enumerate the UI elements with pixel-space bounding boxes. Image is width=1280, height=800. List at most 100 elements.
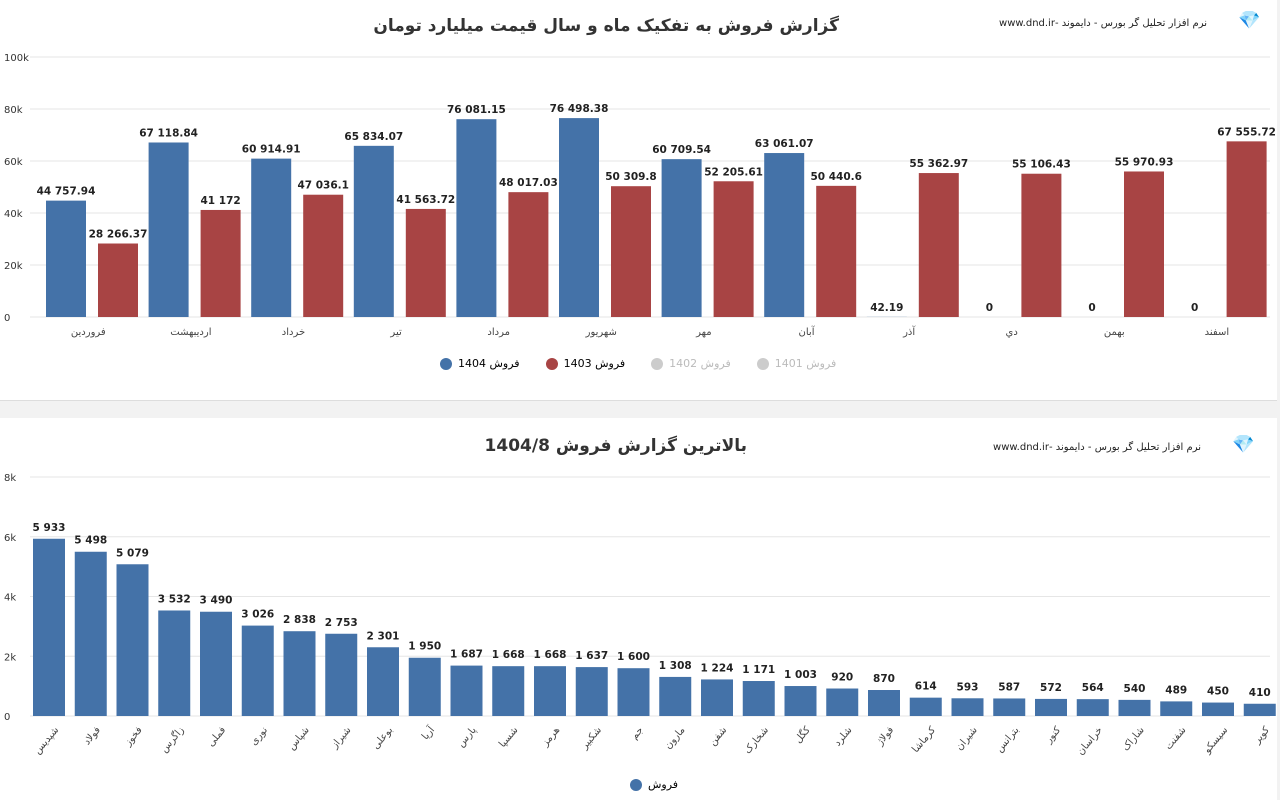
legend: فروش 1404 فروش 1403 فروش 1402 فروش 1401: [440, 357, 836, 370]
data-label: 48 017.03: [499, 177, 558, 189]
data-label: 1 003: [784, 669, 817, 681]
data-label: 410: [1249, 687, 1271, 699]
bar-1403: [1226, 141, 1267, 317]
legend-item-1403[interactable]: فروش 1403: [545, 357, 625, 370]
y-tick-label: 8k: [4, 473, 16, 484]
bar: [450, 665, 483, 716]
data-label: 1 668: [492, 649, 525, 661]
bar-1403: [1124, 171, 1164, 317]
bar-1403: [200, 209, 241, 317]
bar: [1118, 699, 1151, 716]
x-tick-label: دي: [1006, 327, 1018, 338]
bar: [617, 668, 650, 716]
data-label: 1 950: [408, 641, 441, 653]
bar: [241, 625, 274, 716]
legend-item-sales[interactable]: فروش: [630, 778, 678, 791]
bar: [909, 697, 942, 716]
x-tick-label: پارس: [456, 725, 479, 750]
x-tick-label: شسپا: [497, 725, 520, 750]
bar: [158, 610, 191, 716]
x-tick-label: جم: [629, 725, 646, 742]
x-tick-label: مرداد: [487, 327, 510, 338]
x-tick-label: شفن: [707, 725, 729, 748]
data-label: 614: [915, 681, 937, 693]
data-label: 63 061.07: [755, 138, 814, 150]
x-tick-label: بهمن: [1104, 327, 1125, 338]
y-tick-label: 100k: [4, 53, 29, 64]
bar: [325, 633, 358, 716]
data-label: 450: [1207, 686, 1229, 698]
bar: [1243, 703, 1276, 716]
data-label: 60 709.54: [652, 144, 711, 156]
x-tick-label: شپاس: [286, 725, 312, 752]
data-label: 47 036.1: [297, 180, 348, 192]
x-tick-label: شکبیر: [579, 725, 604, 752]
legend-dot: [440, 357, 452, 370]
legend-label: فروش 1402: [669, 357, 731, 370]
bar: [784, 686, 817, 716]
bar-1403: [303, 194, 344, 317]
data-label: 1 308: [659, 660, 692, 672]
x-tick-label: مارون: [663, 725, 688, 752]
data-label: 1 171: [742, 664, 775, 676]
data-label: 67 118.84: [139, 127, 198, 139]
y-tick-label: 0: [4, 313, 10, 324]
bar-1404: [251, 158, 292, 317]
data-label: 1 687: [450, 649, 483, 661]
data-label: 0: [1191, 302, 1198, 314]
x-tick-label: سیسکو: [1201, 725, 1230, 757]
y-tick-label: 2k: [4, 652, 16, 663]
bar-1404: [559, 118, 599, 317]
bar: [1076, 699, 1109, 716]
data-label: 41 172: [201, 195, 241, 207]
bar: [951, 698, 984, 716]
bar-1404: [148, 142, 189, 317]
x-tick-label: زاگرس: [158, 724, 187, 755]
data-label: 28 266.37: [89, 229, 148, 241]
legend-dot: [756, 357, 769, 370]
x-tick-label: اردیبهشت: [170, 327, 211, 338]
legend-item-1402[interactable]: فروش 1402: [651, 357, 731, 370]
data-label: 2 838: [283, 614, 316, 626]
bar: [74, 551, 107, 716]
legend-item-1401[interactable]: فروش 1401: [756, 357, 837, 370]
x-tick-label: آریا: [418, 723, 437, 743]
x-tick-label: نوری: [248, 725, 270, 748]
data-label: 0: [1088, 302, 1095, 314]
y-tick-label: 6k: [4, 533, 16, 544]
y-tick-label: 20k: [4, 261, 23, 272]
x-tick-label: هرمز: [539, 725, 562, 749]
bar: [1160, 701, 1193, 716]
data-label: 870: [873, 673, 895, 685]
data-label: 67 555.72: [1217, 126, 1276, 138]
bar: [283, 631, 316, 716]
x-tick-label: شاراک: [1120, 725, 1146, 754]
legend-dot: [651, 357, 664, 370]
x-tick-label: شپدیس: [32, 725, 61, 757]
data-label: 3 532: [158, 593, 191, 605]
bar: [116, 564, 149, 716]
legend-item-1404[interactable]: فروش 1404: [440, 357, 520, 370]
x-tick-label: آبان: [799, 325, 816, 338]
data-label: 920: [831, 672, 853, 684]
brand-text: نرم افزار تحلیل گر بورس - دایموند -www.d…: [993, 442, 1201, 453]
x-tick-label: شفنت: [1163, 725, 1188, 752]
bar: [200, 611, 232, 716]
bar: [534, 666, 566, 716]
x-tick-label: شیران: [954, 725, 980, 753]
bar-1403: [918, 173, 959, 317]
legend-label: فروش: [648, 778, 679, 791]
data-label: 50 440.6: [810, 171, 861, 183]
bar-1403: [508, 192, 549, 317]
bar-1403: [1021, 173, 1062, 317]
bar-1403: [611, 186, 651, 317]
bar-1403: [405, 208, 446, 317]
data-label: 593: [957, 681, 979, 693]
data-label: 55 970.93: [1115, 156, 1174, 168]
y-tick-label: 40k: [4, 209, 23, 220]
x-tick-label: شلرد: [832, 725, 854, 749]
x-tick-label: بوعلی: [370, 725, 395, 752]
data-label: 564: [1082, 682, 1104, 694]
legend-label: فروش 1401: [774, 357, 837, 370]
bar: [1202, 702, 1234, 716]
